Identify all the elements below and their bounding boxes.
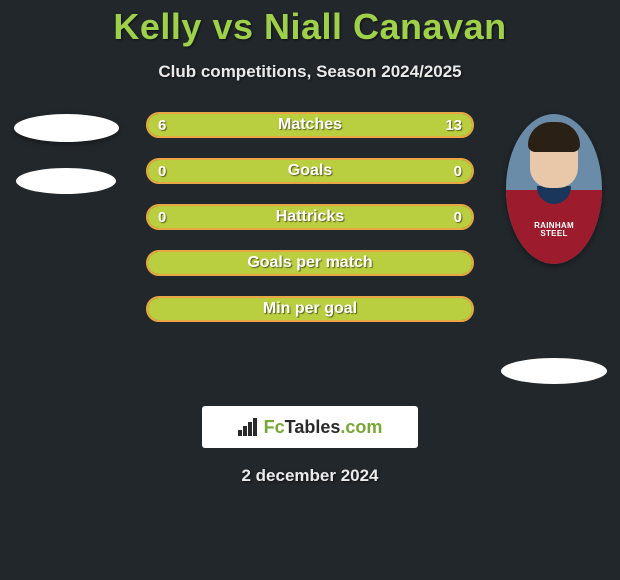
player-left-name-placeholder — [16, 168, 116, 194]
logo-text: FcTables.com — [264, 417, 383, 438]
bar-label: Hattricks — [148, 206, 472, 228]
stat-bar: Goals per match — [146, 250, 474, 276]
bar-label: Goals — [148, 160, 472, 182]
stat-bar: Min per goal — [146, 296, 474, 322]
bar-label: Min per goal — [148, 298, 472, 320]
subtitle: Club competitions, Season 2024/2025 — [0, 62, 620, 82]
player-left-avatar-placeholder — [14, 114, 119, 142]
player-right-name-placeholder — [501, 358, 607, 384]
fctables-logo: FcTables.com — [202, 406, 418, 448]
bar-value-left: 0 — [158, 160, 166, 182]
bar-value-right: 13 — [445, 114, 462, 136]
bar-value-left: 6 — [158, 114, 166, 136]
bar-label: Goals per match — [148, 252, 472, 274]
comparison-panel: Matches613Goals00Hattricks00Goals per ma… — [0, 112, 620, 384]
logo-mark-icon — [238, 418, 260, 436]
stat-bar: Hattricks0 0 — [146, 204, 474, 230]
page-title: Kelly vs Niall Canavan — [0, 0, 620, 48]
stat-bar: Goals0 0 — [146, 158, 474, 184]
player-left-col — [6, 112, 126, 194]
snapshot-date: 2 december 2024 — [0, 466, 620, 486]
bar-value-left: 0 — [158, 206, 166, 228]
player-right-avatar: RAINHAMSTEEL — [506, 114, 602, 264]
player-right-col: RAINHAMSTEEL — [494, 112, 614, 384]
stat-bar: Matches6 13 — [146, 112, 474, 138]
bar-value-right: 0 — [454, 160, 462, 182]
stat-bars: Matches613Goals00Hattricks00Goals per ma… — [126, 112, 494, 322]
bar-value-right: 0 — [454, 206, 462, 228]
bar-label: Matches — [148, 114, 472, 136]
avatar-hair — [528, 122, 580, 152]
avatar-sponsor: RAINHAMSTEEL — [534, 222, 574, 238]
